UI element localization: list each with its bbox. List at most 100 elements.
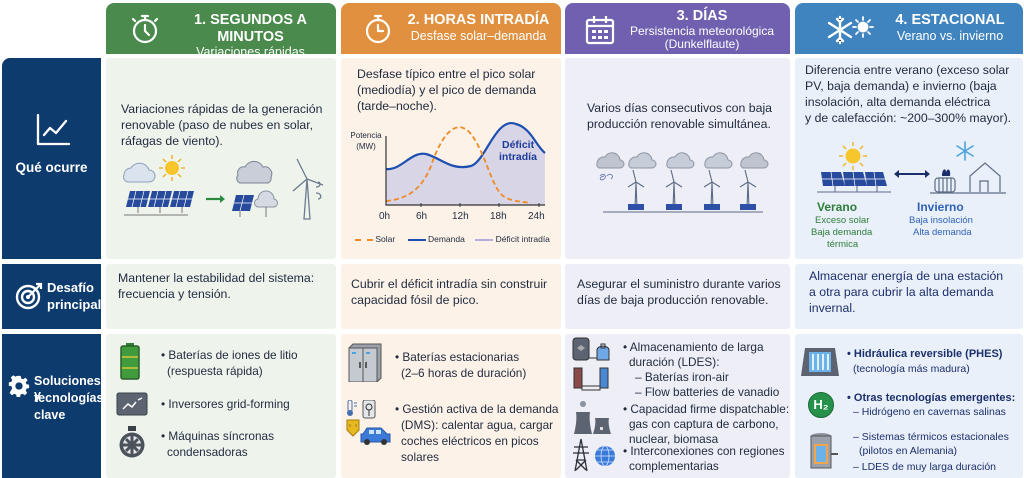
- summer-line: Baja demanda: [811, 227, 873, 238]
- solution-item: • Gestión activa de la demanda: [395, 402, 559, 416]
- description-line: renovable (paso de nubes en solar,: [121, 118, 314, 132]
- description-line: Variaciones rápidas de la generación: [121, 102, 323, 116]
- description-line: Varios días consecutivos con baja: [587, 101, 773, 115]
- x-tick: 6h: [416, 211, 428, 222]
- legend-label: Déficit intradía: [495, 234, 550, 244]
- solution-item: • Interconexiones con regiones: [623, 444, 785, 458]
- cell-desafio-2: Cubrir el déficit intradía sin construir…: [341, 264, 561, 329]
- snowflake-sun-icon: [827, 15, 874, 45]
- dunkelflaute-illustration: [596, 152, 769, 213]
- header-title: 3. DÍAS: [676, 8, 728, 24]
- solution-item: • Otras tecnologías emergentes:: [847, 392, 1016, 404]
- header-subtitle: Persistencia meteorológica: [629, 23, 775, 38]
- gear-icon: [8, 375, 30, 397]
- row-label-text: Desafío: [47, 280, 94, 295]
- legend-label: Solar: [375, 234, 396, 244]
- cell-desafio-3: Asegurar el suministro durante varios dí…: [565, 264, 790, 329]
- challenge-line: Mantener la estabilidad del sistema:: [118, 271, 315, 285]
- solar-cloud-wind-illustration: [123, 155, 324, 220]
- winter-line: Baja insolación: [909, 215, 973, 226]
- demand-management-icon: [346, 400, 391, 445]
- inverter-icon: [116, 392, 148, 416]
- legend-label: Demanda: [427, 234, 465, 244]
- row-label-text: Qué ocurre: [15, 160, 88, 175]
- flywheel-icon: [119, 426, 145, 458]
- thermal-tank-icon: [810, 433, 838, 469]
- cell-soluciones-1: • Baterías de iones de litio (respuesta …: [106, 334, 336, 478]
- cell-que-ocurre-2: Desfase típico entre el pico solar (medi…: [341, 58, 561, 259]
- description-line: ráfagas de viento).: [121, 134, 223, 148]
- solution-item: solares: [401, 450, 440, 464]
- solution-item: • Baterías estacionarias: [395, 350, 520, 364]
- power-plant-icon: [574, 401, 611, 434]
- x-tick: 12h: [452, 211, 469, 222]
- target-icon: [15, 282, 43, 310]
- header-title: 1. SEGUNDOS A MINUTOS: [193, 12, 308, 45]
- header-subtitle-2: (Dunkelflaute): [664, 37, 740, 52]
- stopwatch-icon: [131, 14, 159, 44]
- cell-soluciones-2: • Baterías estacionarias (2–6 horas de d…: [341, 334, 561, 478]
- header-title: 2. HORAS INTRADÍA: [407, 12, 550, 28]
- header-subtitle: Variaciones rápidas: [196, 45, 305, 60]
- solution-item: – LDES de muy larga duración: [853, 461, 996, 473]
- description-line: Desfase típico entre el pico solar: [357, 67, 536, 81]
- solution-item: • Baterías de iones de litio: [161, 348, 298, 362]
- row-label-soluciones: Soluciones y tecnologías clave: [2, 334, 104, 478]
- description-line: producción renovable simultánea.: [587, 117, 771, 131]
- stopwatch-icon: [365, 14, 391, 44]
- row-label-que-ocurre: Qué ocurre: [2, 58, 101, 259]
- cell-desafio-1: Mantener la estabilidad del sistema: fre…: [106, 264, 336, 329]
- chart-plot: [385, 122, 546, 207]
- description-line: Diferencia entre verano (exceso solar: [805, 63, 1010, 77]
- header-subtitle: Desfase solar–demanda: [410, 28, 547, 43]
- summer-title: Verano: [817, 200, 858, 214]
- row-label-text: principal: [47, 297, 102, 312]
- header-seasonal: 4. ESTACIONAL Verano vs. invierno: [795, 3, 1023, 54]
- description-line: (mediodía) y el pico de demanda: [357, 83, 537, 97]
- header-intraday: 2. HORAS INTRADÍA Desfase solar–demanda: [341, 3, 561, 54]
- challenge-line: Cubrir el déficit intradía sin construir: [351, 277, 548, 291]
- solution-item: nuclear, biomasa: [629, 432, 719, 446]
- cell-soluciones-3: • Almacenamiento de larga duración (LDES…: [565, 334, 790, 478]
- challenge-line: a otra para cubrir la alta demanda: [809, 285, 994, 299]
- battery-icon: [120, 343, 140, 380]
- summer-winter-illustration: [817, 141, 1006, 194]
- solution-item: (2–6 horas de duración): [401, 366, 527, 380]
- transmission-tower-globe-icon: [573, 438, 615, 472]
- solution-item: – Baterías iron-air: [635, 370, 729, 384]
- x-tick: 18h: [490, 211, 507, 222]
- row-label-text: tecnologías: [34, 391, 104, 405]
- intraday-chart: Potencia (MW) Déficit intradía 0h 6h 12h…: [341, 116, 561, 256]
- solution-item: complementarias: [629, 459, 719, 473]
- header-days: 3. DÍAS Persistencia meteorológica (Dunk…: [565, 3, 790, 54]
- hydrogen-icon: H₂: [808, 392, 834, 418]
- chart-legend: Solar Demanda Déficit intradía: [355, 234, 550, 245]
- challenge-line: frecuencia y tensión.: [118, 287, 231, 301]
- winter-title: Invierno: [917, 200, 964, 214]
- solution-item: • Capacidad firme dispatchable:: [623, 402, 790, 416]
- solution-item: • Almacenamiento de larga: [623, 340, 764, 354]
- chart-annotation: Déficit: [502, 139, 535, 151]
- solution-item: (pilotos en Alemania): [859, 445, 958, 457]
- challenge-line: días de baja producción renovable.: [577, 293, 769, 307]
- solution-item: – Flow batteries de vanadio: [635, 385, 780, 399]
- solution-item: – Sistemas térmicos estacionales: [853, 431, 1009, 443]
- battery-cabinet-icon: [348, 343, 382, 382]
- ldes-tanks-icon: [572, 337, 610, 391]
- legend-swatch-solar: [355, 238, 373, 241]
- solution-item: (tecnología más madura): [853, 363, 970, 375]
- cell-soluciones-4: • Hidráulica reversible (PHES) (tecnolog…: [795, 334, 1023, 478]
- winter-line: Alta demanda: [913, 227, 972, 238]
- challenge-line: invernal.: [809, 301, 856, 315]
- chart-annotation: intradía: [499, 151, 537, 163]
- row-label-text: clave: [34, 408, 66, 422]
- cell-que-ocurre-4: Diferencia entre verano (exceso solar PV…: [795, 58, 1023, 259]
- solution-item: coches eléctricos en picos: [401, 434, 539, 448]
- row-label-text: Soluciones y: [34, 374, 101, 402]
- description-line: insolación, alta demanda eléctrica: [805, 95, 991, 109]
- x-tick: 0h: [379, 211, 391, 222]
- line-chart-icon: [36, 113, 71, 146]
- description-line: y de calefacción: ~200–300% mayor).: [805, 111, 1012, 125]
- x-tick: 24h: [528, 211, 545, 222]
- solution-item: – Hidrógeno en cavernas salinas: [853, 406, 1006, 418]
